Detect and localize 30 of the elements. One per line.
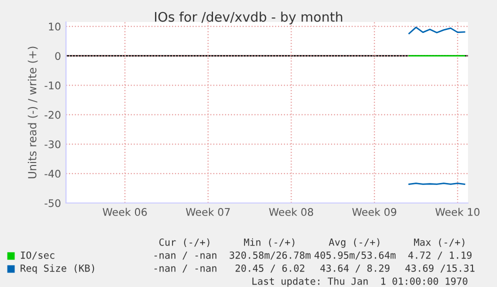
y-axis-title: Units read (-) / write (+) bbox=[28, 46, 38, 178]
y-tick-label: -50 bbox=[44, 199, 60, 208]
x-tick-label: Week 06 bbox=[102, 208, 147, 216]
text: Max (-/+) bbox=[414, 238, 464, 247]
chart-title: IOs for /dev/xvdb - by month bbox=[154, 12, 342, 24]
x-tick-label: Week 09 bbox=[352, 208, 396, 216]
text: Cur (-/+) bbox=[159, 238, 210, 247]
text: 43.64 / 8.29 bbox=[320, 264, 390, 273]
text: Min (-/+) bbox=[244, 238, 294, 247]
text: Avg (-/+) bbox=[328, 238, 380, 248]
text: -nan / -nan bbox=[154, 264, 216, 273]
line-series bbox=[408, 26, 466, 34]
legend-label: IO/sec bbox=[20, 251, 54, 260]
text: Last update: Thu Jan 1 01:00:00 1970 bbox=[252, 277, 468, 287]
y-tick-label: -20 bbox=[44, 110, 60, 119]
text: 4.72 / 1.19 bbox=[408, 251, 472, 260]
y-tick-label: -10 bbox=[44, 82, 60, 90]
y-tick-label: -40 bbox=[44, 170, 60, 178]
y-tick-label: -30 bbox=[44, 140, 60, 148]
text: 405.95m/53.64m bbox=[314, 251, 396, 260]
y-tick-label: 0 bbox=[55, 52, 60, 60]
x-tick-label: Week 07 bbox=[186, 208, 230, 216]
text: 20.45 / 6.02 bbox=[236, 264, 304, 273]
text: 43.69 /15.31 bbox=[405, 264, 474, 273]
text: -nan / -nan bbox=[154, 252, 216, 260]
text: 320.58m/26.78m bbox=[230, 251, 311, 260]
x-tick-label: Week 10 bbox=[435, 208, 480, 216]
legend-label: Req Size (KB) bbox=[20, 264, 94, 274]
x-tick-label: Week 08 bbox=[269, 208, 314, 216]
y-tick-label: 10 bbox=[49, 22, 60, 31]
